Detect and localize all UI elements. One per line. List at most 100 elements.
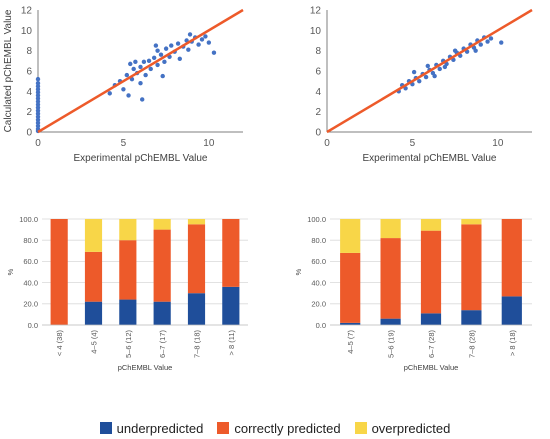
data-point bbox=[138, 81, 143, 86]
bar-segment-underpredicted bbox=[461, 310, 482, 325]
x-category-label: 5–6 (19) bbox=[387, 330, 396, 358]
y-tick-label: 2 bbox=[315, 107, 321, 118]
data-point bbox=[140, 97, 145, 102]
bar-segment-underpredicted bbox=[119, 299, 137, 325]
data-point bbox=[151, 55, 157, 60]
bar-segment-underpredicted bbox=[222, 286, 240, 325]
data-point bbox=[35, 99, 41, 104]
data-point bbox=[143, 72, 148, 78]
data-point bbox=[488, 36, 494, 41]
y-tick-label: 60.0 bbox=[311, 257, 326, 266]
data-point bbox=[35, 87, 41, 92]
y-axis-label: Calculated pChEMBL Value bbox=[3, 9, 14, 132]
bar-segment-overpredicted bbox=[461, 219, 482, 225]
data-point bbox=[485, 39, 490, 44]
data-point bbox=[177, 56, 182, 61]
bar-segment-underpredicted bbox=[420, 313, 442, 325]
legend-swatch-overpredicted bbox=[354, 422, 367, 434]
y-tick-label: 8 bbox=[315, 46, 321, 57]
data-point bbox=[126, 93, 131, 98]
data-point bbox=[155, 62, 160, 68]
x-axis-label: pChEMBL Value bbox=[404, 363, 459, 372]
legend-swatch-underpredicted bbox=[99, 422, 112, 434]
data-point bbox=[35, 120, 41, 126]
data-point bbox=[138, 64, 143, 70]
x-category-label: 6–7 (28) bbox=[427, 330, 436, 358]
bar-segment-correctly-predicted bbox=[340, 252, 361, 323]
bar-segment-correctly-predicted bbox=[187, 224, 206, 294]
y-tick-label: 12 bbox=[310, 6, 322, 17]
y-tick-label: 8 bbox=[26, 46, 32, 57]
data-point bbox=[35, 93, 41, 98]
legend: underpredicted correctly predicted overp… bbox=[0, 418, 550, 438]
data-point bbox=[423, 74, 429, 80]
identity-line bbox=[37, 8, 244, 134]
legend-label-underpredicted: underpredicted bbox=[116, 420, 204, 436]
bar-segment-underpredicted bbox=[153, 301, 171, 325]
y-tick-label: 6 bbox=[26, 67, 32, 78]
bar-segment-correctly-predicted bbox=[84, 251, 103, 302]
data-point bbox=[499, 40, 504, 45]
data-point bbox=[206, 40, 212, 45]
data-point bbox=[153, 43, 159, 48]
bar-segment-overpredicted bbox=[340, 219, 361, 253]
bar-segment-correctly-predicted bbox=[380, 238, 401, 319]
data-point bbox=[187, 32, 193, 37]
data-point bbox=[35, 76, 41, 82]
data-point bbox=[131, 66, 136, 72]
x-tick-label: 0 bbox=[35, 138, 41, 149]
y-tick-label: 40.0 bbox=[311, 278, 326, 287]
x-category-label: 6–7 (17) bbox=[158, 330, 167, 358]
y-tick-label: 80.0 bbox=[23, 236, 38, 245]
y-tick-label: 0 bbox=[315, 128, 321, 139]
data-point bbox=[141, 59, 147, 65]
data-point bbox=[186, 47, 191, 52]
data-point bbox=[162, 59, 167, 65]
data-point bbox=[163, 46, 169, 51]
data-point bbox=[417, 78, 422, 84]
bar-segment-correctly-predicted bbox=[50, 219, 68, 325]
y-tick-label: 60.0 bbox=[23, 257, 38, 266]
y-axis-label: % bbox=[294, 268, 303, 275]
x-category-label: 7–8 (18) bbox=[193, 330, 202, 358]
data-point bbox=[155, 48, 160, 53]
data-point bbox=[35, 123, 41, 129]
legend-item-underpredicted: underpredicted bbox=[99, 420, 204, 436]
data-point bbox=[158, 52, 164, 57]
data-point bbox=[35, 84, 41, 89]
stacked-bar-panel-2: 0.0 20.0 40.0 60.0 80.0 100.0 4–5 (7) 5–6 (19) 6… bbox=[294, 215, 532, 372]
bar-segment-underpredicted bbox=[501, 296, 522, 325]
y-tick-label: 100.0 bbox=[19, 215, 38, 224]
bar-segment-overpredicted bbox=[380, 219, 401, 239]
data-point bbox=[175, 41, 181, 46]
bar-segment-correctly-predicted bbox=[420, 230, 442, 314]
scatter-panel-2: 0 2 4 6 8 10 12 0 5 10 Experimental pChEMBL Value bbox=[310, 6, 533, 164]
data-point bbox=[146, 58, 152, 64]
data-point bbox=[148, 66, 153, 72]
x-category-label: 5–6 (12) bbox=[124, 330, 133, 358]
x-tick-label: 5 bbox=[410, 138, 416, 149]
data-point bbox=[35, 81, 41, 86]
y-tick-label: 40.0 bbox=[23, 278, 38, 287]
bar-segment-correctly-predicted bbox=[501, 219, 522, 297]
bar-segment-underpredicted bbox=[187, 293, 206, 325]
bar-segment-underpredicted bbox=[340, 322, 361, 325]
bar-segment-correctly-predicted bbox=[222, 219, 240, 287]
identity-line bbox=[326, 8, 533, 134]
x-tick-label: 0 bbox=[324, 138, 330, 149]
data-point bbox=[35, 111, 41, 116]
y-tick-label: 4 bbox=[26, 87, 32, 98]
legend-swatch-correctly-predicted bbox=[217, 422, 230, 434]
data-point bbox=[128, 61, 133, 67]
data-point bbox=[35, 105, 41, 110]
bar-segment-underpredicted bbox=[380, 318, 401, 325]
data-point bbox=[35, 90, 41, 95]
data-point bbox=[35, 96, 41, 101]
bar-segment-overpredicted bbox=[84, 219, 103, 252]
y-tick-label: 2 bbox=[26, 107, 32, 118]
bar-segment-overpredicted bbox=[119, 219, 137, 241]
legend-item-correctly-predicted: correctly predicted bbox=[217, 421, 341, 436]
data-point bbox=[160, 73, 165, 79]
bar-segment-overpredicted bbox=[153, 219, 171, 230]
x-axis-label: Experimental pChEMBL Value bbox=[74, 153, 208, 164]
